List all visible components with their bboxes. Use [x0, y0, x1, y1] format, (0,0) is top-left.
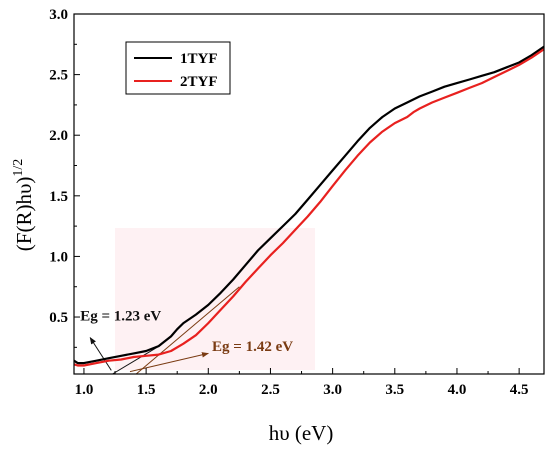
y-tick-label: 2.5	[49, 68, 68, 84]
x-tick-label: 1.5	[137, 382, 156, 398]
y-axis-title: (F(R)hυ)1/2	[11, 159, 36, 251]
y-tick-label: 1.5	[49, 189, 68, 205]
series-line-1tyf	[73, 45, 545, 365]
x-tick-label: 4.0	[448, 382, 467, 398]
x-tick-label: 2.5	[261, 382, 280, 398]
annotation-label-2: Eg = 1.42 eV	[212, 339, 293, 355]
tangent-line-2	[135, 286, 240, 375]
y-tick-label: 2.0	[49, 128, 68, 144]
x-tick-label: 2.0	[199, 382, 218, 398]
y-tick-label: 3.0	[49, 7, 68, 23]
legend-box	[125, 41, 231, 95]
legend-label-1tyf: 1TYF	[180, 51, 218, 67]
x-axis-title: hυ (eV)	[269, 421, 334, 445]
annotation-arrow-2	[129, 352, 209, 373]
x-tick-label: 1.0	[75, 382, 94, 398]
x-tick-label: 3.5	[385, 382, 404, 398]
annotation-arrow-1	[89, 337, 112, 371]
y-tick-label: 0.5	[49, 310, 68, 326]
tangent-line-1	[112, 344, 162, 375]
legend: 1TYF 2TYF	[125, 41, 231, 95]
plot-frame	[73, 13, 545, 375]
y-axis-title-base: (F(R)hυ)	[12, 177, 36, 252]
y-axis-title-sup: 1/2	[11, 159, 26, 177]
legend-label-2tyf: 2TYF	[180, 74, 218, 90]
annotation-label-1: Eg = 1.23 eV	[80, 309, 161, 325]
series-line-2tyf	[73, 48, 545, 367]
x-tick-label: 4.5	[510, 382, 529, 398]
x-tick-label: 3.0	[323, 382, 342, 398]
y-tick-label: 1.0	[49, 249, 68, 265]
